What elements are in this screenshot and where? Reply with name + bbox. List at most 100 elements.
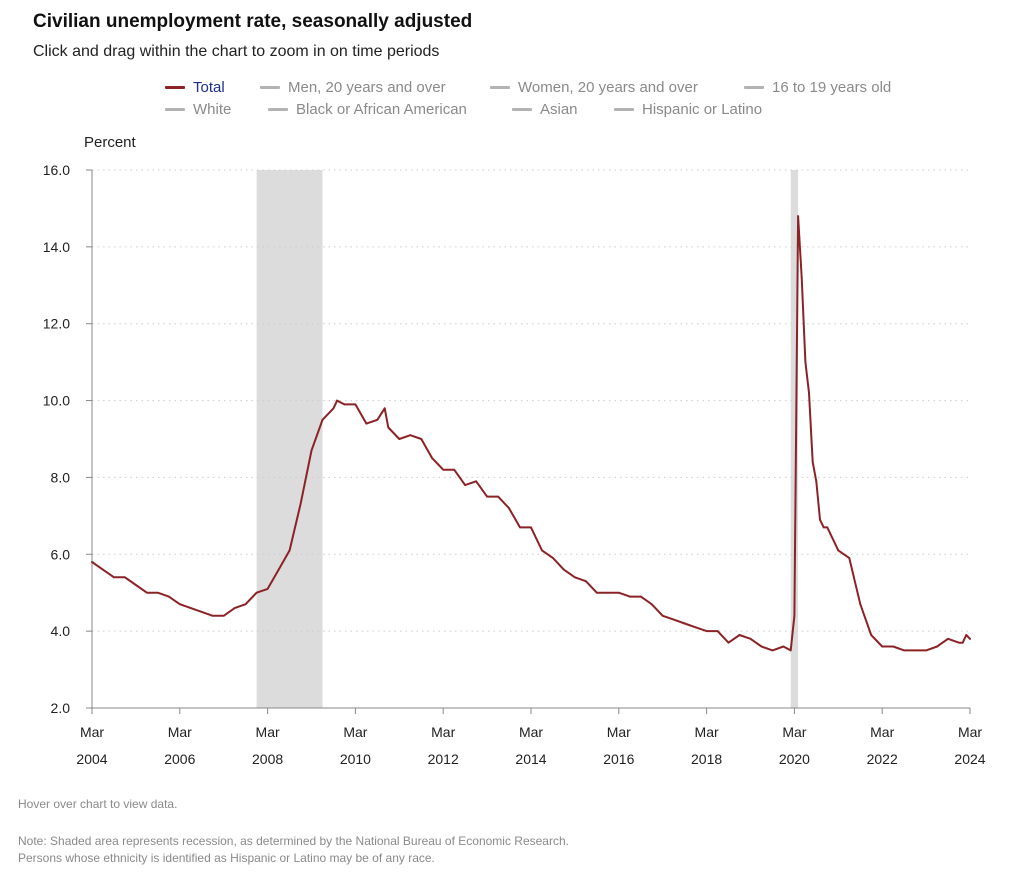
legend-item-16-19[interactable]: 16 to 19 years old <box>744 79 891 96</box>
data-point <box>639 595 642 598</box>
x-tick-month: Mar <box>431 724 455 740</box>
legend-label: Total <box>193 79 225 96</box>
chart-title: Civilian unemployment rate, seasonally a… <box>33 11 473 32</box>
data-point <box>716 630 719 633</box>
legend-item-women[interactable]: Women, 20 years and over <box>490 79 698 96</box>
data-point <box>727 641 730 644</box>
y-tick-label: 6.0 <box>51 546 71 562</box>
legend-label: Men, 20 years and over <box>288 79 446 96</box>
legend-item-men[interactable]: Men, 20 years and over <box>260 79 446 96</box>
axes: Mar 2004 Mar 2006 Mar 2008 Mar 2010 Mar 2012 Mar 20… <box>76 170 986 767</box>
data-point <box>530 526 532 529</box>
data-point <box>672 618 675 621</box>
data-point <box>299 503 302 506</box>
legend-swatch-icon <box>744 86 764 89</box>
data-point <box>958 641 960 644</box>
legend-item-hispanic[interactable]: Hispanic or Latino <box>614 101 762 118</box>
data-point <box>870 634 873 636</box>
data-point <box>383 407 386 410</box>
x-tick-month: Mar <box>343 724 367 740</box>
data-point <box>431 457 434 460</box>
data-point <box>156 591 159 594</box>
x-tick-month: Mar <box>782 724 806 740</box>
data-point <box>606 591 609 594</box>
data-point <box>859 603 862 606</box>
data-point <box>135 584 137 586</box>
data-point <box>683 622 686 625</box>
data-point <box>552 557 554 560</box>
recession-band <box>790 170 799 708</box>
data-point <box>508 507 510 510</box>
x-tick-year: 2020 <box>779 751 810 767</box>
y-axis-label: Percent <box>84 134 137 151</box>
data-point <box>936 645 938 648</box>
data-point <box>387 426 390 429</box>
x-tick-year: 2004 <box>76 751 107 767</box>
data-point <box>91 561 93 563</box>
data-point <box>336 399 339 402</box>
data-point <box>595 591 598 594</box>
data-point <box>178 603 181 606</box>
data-point <box>453 468 456 471</box>
data-point <box>760 645 763 648</box>
x-tick-year: 2008 <box>252 751 283 767</box>
legend-item-black[interactable]: Black or African American <box>268 101 467 118</box>
data-point <box>102 568 104 571</box>
legend-label: Women, 20 years and over <box>518 79 698 96</box>
series-line-total <box>91 215 971 652</box>
legend-item-white[interactable]: White <box>165 101 231 118</box>
line-chart[interactable]: 2.0 4.0 6.0 8.0 10.0 12.0 14.0 16.0 Mar 2004 Mar 2… <box>0 0 1024 790</box>
legend-swatch-icon <box>165 108 185 111</box>
data-point <box>420 438 423 440</box>
data-point <box>189 607 192 609</box>
data-point <box>628 595 631 598</box>
x-tick-month: Mar <box>695 724 719 740</box>
data-point <box>826 526 829 529</box>
data-point <box>266 587 269 590</box>
legend-label: Asian <box>540 101 578 118</box>
y-tick-label: 10.0 <box>43 393 70 409</box>
data-point <box>965 634 968 636</box>
data-point <box>321 418 324 421</box>
legend-swatch-icon <box>165 86 185 89</box>
legend-swatch-icon <box>490 86 510 89</box>
data-point <box>310 449 313 452</box>
data-point <box>113 576 115 579</box>
legend-item-total[interactable]: Total <box>165 79 225 96</box>
data-point <box>804 361 807 364</box>
data-point <box>947 637 949 640</box>
data-point <box>822 526 825 529</box>
data-point <box>167 595 170 598</box>
data-point <box>574 576 576 579</box>
data-point <box>464 484 467 487</box>
legend-item-asian[interactable]: Asian <box>512 101 578 118</box>
data-point <box>519 526 521 529</box>
data-point <box>881 645 884 648</box>
data-point <box>705 630 708 633</box>
x-tick-year: 2006 <box>164 751 195 767</box>
x-tick-month: Mar <box>607 724 631 740</box>
data-point <box>277 568 280 571</box>
data-point <box>200 611 203 613</box>
data-point <box>497 495 499 498</box>
x-tick-year: 2014 <box>515 751 546 767</box>
data-point <box>969 637 971 640</box>
recession-layer <box>256 170 799 708</box>
data-point <box>617 591 620 594</box>
y-tick-label: 16.0 <box>43 162 70 178</box>
data-point <box>661 614 664 617</box>
x-tick-year: 2018 <box>691 751 722 767</box>
data-point <box>694 626 697 629</box>
data-point <box>409 434 412 437</box>
data-point <box>584 580 587 583</box>
data-point <box>903 649 906 652</box>
data-point <box>442 468 445 471</box>
legend-label: White <box>193 101 232 118</box>
data-point <box>782 645 785 648</box>
footnote-hispanic: Persons whose ethnicity is identified as… <box>18 851 435 865</box>
data-point <box>749 637 752 640</box>
x-tick-month: Mar <box>519 724 543 740</box>
data-point <box>961 641 964 644</box>
data-point <box>819 518 821 521</box>
data-point <box>815 480 818 483</box>
